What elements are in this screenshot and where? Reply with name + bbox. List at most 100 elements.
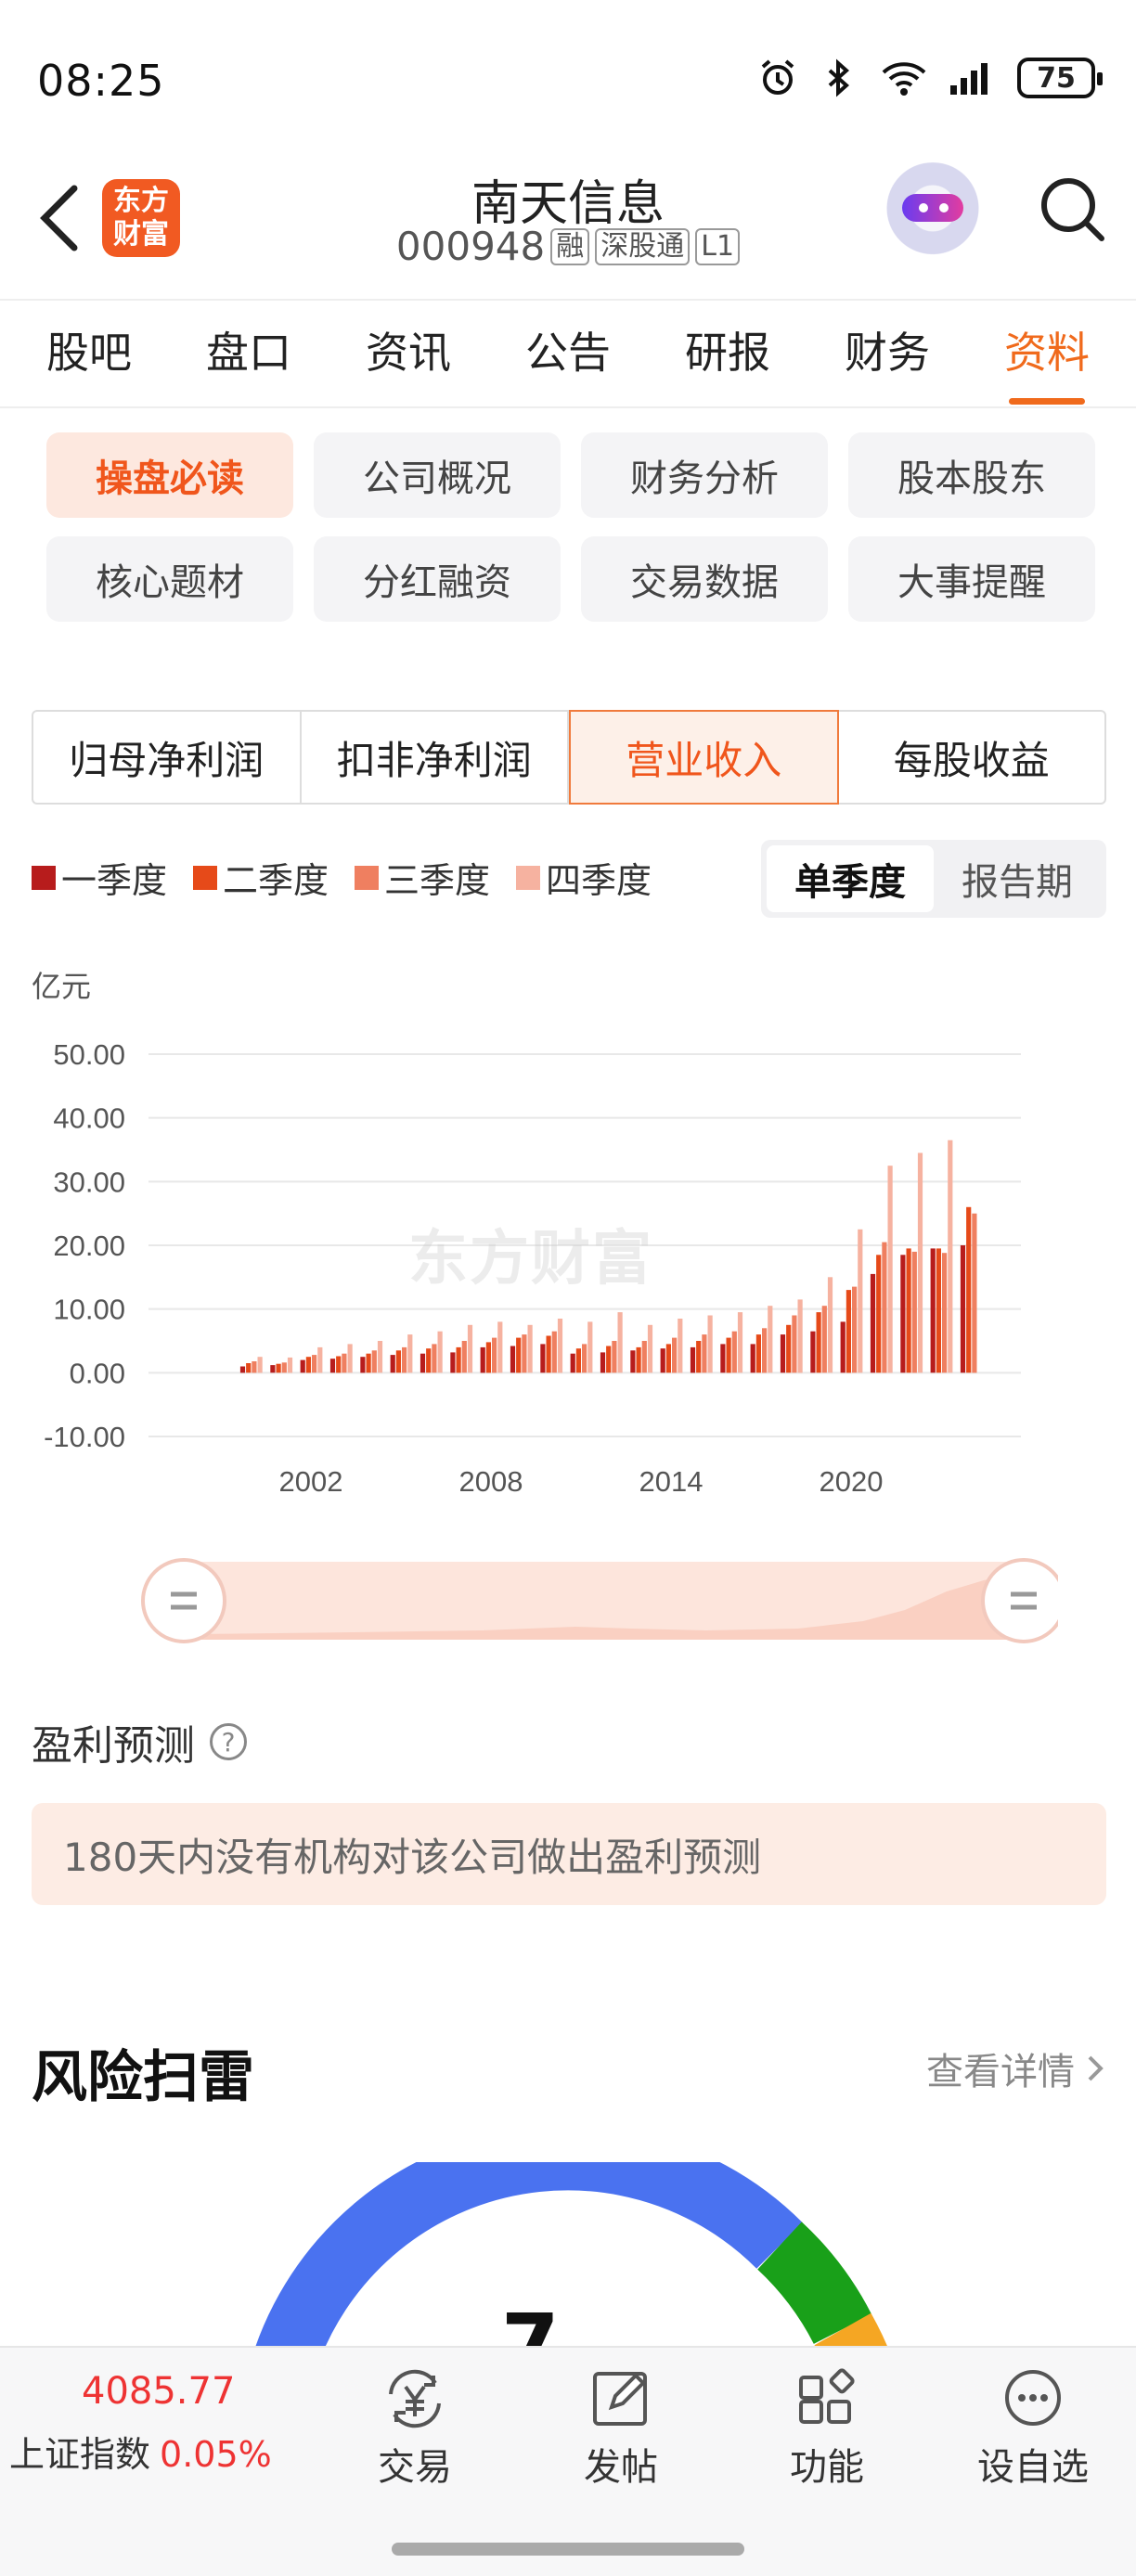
index-value[interactable]: 4085.77 xyxy=(82,2370,236,2413)
forecast-title: 盈利预测 ? xyxy=(32,1712,247,1771)
chevron-right-icon xyxy=(1088,2055,1104,2081)
chart-range-slider[interactable] xyxy=(139,1554,1058,1647)
bar-2009-q4 xyxy=(527,1324,533,1373)
bar-2006-q2 xyxy=(426,1348,432,1373)
bar-2002-q4 xyxy=(317,1346,323,1373)
tab-pankou[interactable]: 盘口 xyxy=(206,328,291,378)
period-report[interactable]: 报告期 xyxy=(962,861,1073,904)
bar-2000-q1 xyxy=(239,1366,246,1373)
nav-functions[interactable]: 功能 xyxy=(757,2366,897,2491)
bar-2015-q2 xyxy=(696,1341,702,1373)
tab-research[interactable]: 研报 xyxy=(685,328,770,378)
bar-2020-q2 xyxy=(846,1290,851,1373)
index-name[interactable]: 上证指数 0.05% xyxy=(9,2434,272,2475)
bar-2007-q1 xyxy=(450,1352,456,1373)
bar-2020-q3 xyxy=(852,1286,858,1373)
bar-2011-q1 xyxy=(570,1353,575,1373)
risk-title: 风险扫雷 xyxy=(32,2045,254,2110)
submenu-company-overview[interactable]: 公司概况 xyxy=(314,432,561,518)
metric-net-profit[interactable]: 归母净利润 xyxy=(33,712,302,803)
submenu-trading-must-read[interactable]: 操盘必读 xyxy=(46,432,293,518)
bar-2012-q4 xyxy=(617,1312,623,1373)
bar-2001-q4 xyxy=(287,1357,293,1373)
y-tick-label: 50.00 xyxy=(53,1038,125,1071)
metric-deducted-profit[interactable]: 扣非净利润 xyxy=(302,712,569,803)
submenu-core-themes[interactable]: 核心题材 xyxy=(46,536,293,622)
bar-2015-q1 xyxy=(690,1346,696,1373)
chart-legend: 一季度 二季度 三季度 四季度 xyxy=(32,852,652,903)
bar-2009-q2 xyxy=(516,1337,522,1373)
bottom-bar: 4085.77 上证指数 0.05% 交易 发帖 功能 设自选 xyxy=(0,2346,1136,2576)
risk-more-link[interactable]: 查看详情 xyxy=(926,2041,1104,2095)
bar-2017-q3 xyxy=(762,1328,768,1373)
bar-2020-q4 xyxy=(858,1229,863,1373)
bar-2022-q1 xyxy=(900,1255,906,1373)
y-tick-label: 40.00 xyxy=(53,1102,125,1135)
bar-2005-q2 xyxy=(395,1350,401,1373)
y-tick-label: 20.00 xyxy=(53,1230,125,1262)
nav-add-watchlist[interactable]: 设自选 xyxy=(963,2366,1103,2491)
tab-finance[interactable]: 财务 xyxy=(845,328,930,378)
legend-q4: 四季度 xyxy=(516,852,652,903)
period-toggle: 单季度 报告期 xyxy=(761,840,1106,918)
back-icon[interactable] xyxy=(28,181,93,255)
period-single-quarter[interactable]: 单季度 xyxy=(767,845,934,912)
grid-functions-icon xyxy=(799,2368,855,2424)
bar-2001-q1 xyxy=(270,1365,276,1373)
submenu-dividends[interactable]: 分红融资 xyxy=(314,536,561,622)
stock-sub: 000948 融 深股通 L1 xyxy=(0,224,1136,269)
bar-2000-q2 xyxy=(246,1363,252,1373)
bar-2009-q3 xyxy=(522,1334,527,1373)
tab-announcements[interactable]: 公告 xyxy=(525,328,611,378)
nav-trade[interactable]: 交易 xyxy=(345,2366,484,2491)
header: 东方 财富 南天信息 000948 融 深股通 L1 xyxy=(0,153,1136,297)
app-logo: 东方 财富 xyxy=(102,179,180,257)
submenu-events[interactable]: 大事提醒 xyxy=(848,536,1095,622)
bar-2019-q1 xyxy=(810,1331,816,1373)
bar-2023-q1 xyxy=(930,1248,936,1373)
range-handle-left[interactable] xyxy=(141,1558,226,1643)
bar-2005-q3 xyxy=(402,1346,407,1373)
legend-q2: 二季度 xyxy=(193,852,329,903)
bar-2021-q4 xyxy=(887,1166,893,1373)
robot-avatar[interactable] xyxy=(882,162,984,264)
bar-2015-q3 xyxy=(702,1334,707,1373)
home-indicator xyxy=(392,2543,744,2556)
bar-2002-q3 xyxy=(312,1355,317,1373)
bar-2013-q1 xyxy=(630,1350,636,1373)
bar-2014-q4 xyxy=(678,1319,683,1373)
bar-2012-q1 xyxy=(600,1352,606,1373)
bar-2004-q2 xyxy=(366,1353,371,1373)
help-icon[interactable]: ? xyxy=(210,1723,247,1760)
tag-level: L1 xyxy=(695,227,741,265)
metric-revenue[interactable]: 营业收入 xyxy=(569,710,839,805)
bar-2002-q2 xyxy=(305,1357,311,1373)
bar-2022-q2 xyxy=(906,1248,911,1373)
bar-2022-q4 xyxy=(917,1153,923,1373)
status-time: 08:25 xyxy=(37,56,165,106)
bar-2007-q3 xyxy=(461,1341,467,1373)
x-tick-label: 2020 xyxy=(820,1465,884,1498)
bar-2023-q3 xyxy=(942,1253,948,1373)
bar-2014-q3 xyxy=(672,1337,678,1373)
search-icon[interactable] xyxy=(1035,172,1109,246)
tab-profile[interactable]: 资料 xyxy=(1004,319,1090,405)
tab-news[interactable]: 资讯 xyxy=(366,328,451,378)
bar-2022-q3 xyxy=(911,1251,917,1373)
submenu-trading-data[interactable]: 交易数据 xyxy=(581,536,828,622)
metric-eps[interactable]: 每股收益 xyxy=(893,737,1050,783)
bar-2023-q2 xyxy=(936,1248,941,1373)
bar-2016-q3 xyxy=(731,1331,737,1373)
nav-post[interactable]: 发帖 xyxy=(551,2366,691,2491)
stock-code: 000948 xyxy=(395,224,546,269)
x-tick-label: 2014 xyxy=(639,1465,704,1498)
bar-2003-q4 xyxy=(347,1344,353,1373)
submenu-financial-analysis[interactable]: 财务分析 xyxy=(581,432,828,518)
submenu-shareholders[interactable]: 股本股东 xyxy=(848,432,1095,518)
bar-2005-q4 xyxy=(407,1334,413,1373)
bar-2021-q3 xyxy=(882,1242,887,1373)
bar-2017-q4 xyxy=(768,1306,773,1373)
range-handle-right[interactable] xyxy=(981,1558,1058,1643)
bar-2002-q1 xyxy=(300,1359,305,1373)
tab-guba[interactable]: 股吧 xyxy=(46,328,132,378)
